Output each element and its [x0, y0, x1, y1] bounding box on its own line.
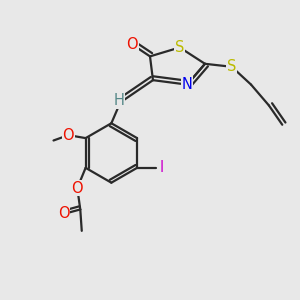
Text: S: S: [175, 40, 184, 55]
Text: S: S: [227, 59, 236, 74]
Text: O: O: [71, 181, 83, 196]
Text: O: O: [63, 128, 74, 142]
Text: H: H: [113, 94, 124, 109]
Text: O: O: [58, 206, 70, 221]
Text: O: O: [126, 37, 138, 52]
Text: I: I: [160, 160, 164, 175]
Text: N: N: [182, 77, 193, 92]
